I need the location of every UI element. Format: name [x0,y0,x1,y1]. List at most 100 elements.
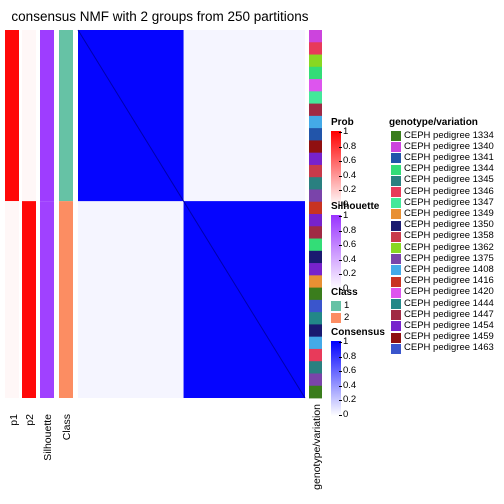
prob-legend-label: 0.8 [343,140,357,152]
silhouette-legend-tick [339,245,342,247]
genotype-strip-cell [309,42,322,55]
prob-legend-tick [339,205,342,206]
class-legend-swatch [331,313,341,323]
genotype-strip-cell [309,79,322,92]
genotype-strip-cell [309,324,322,338]
genotype-legend-swatch [391,231,401,242]
genotype-legend-swatch [391,287,401,298]
consensus-legend-gradient [331,341,341,416]
silhouette-group2-cell [40,201,54,398]
class-legend-label: 1 [344,300,350,311]
silhouette-legend-label: 0.2 [343,268,357,280]
genotype-strip-cell [309,312,322,325]
silhouette-legend-tick [339,259,342,261]
genotype-legend-label: CEPH pedigree 1358 [404,230,494,242]
silhouette-legend-title: Silhouette [331,201,380,212]
silhouette-legend-label: 0.6 [343,239,357,251]
genotype-strip-cell [309,348,322,362]
prob-legend-label: 0.6 [343,155,357,167]
class-legend-swatch [331,301,341,311]
consensus-legend-tick [339,385,342,387]
genotype-strip-cell [309,189,322,203]
genotype-legend-label: CEPH pedigree 1444 [404,297,494,309]
genotype-legend-label: CEPH pedigree 1375 [404,252,494,264]
silhouette-legend-gradient [331,215,341,290]
genotype-legend-swatch [391,332,401,343]
genotype-legend-label: CEPH pedigree 1416 [404,275,494,287]
prob-legend-tick [339,146,342,148]
genotype-strip-cell [309,373,322,387]
genotype-legend-swatch [391,276,401,287]
consensus-legend-tick [339,342,342,343]
prob-legend-tick [339,132,342,133]
genotype-strip-cell [309,30,322,43]
column-label-p1: p1 [8,414,20,426]
column-label-silhouette: Silhouette [42,414,54,461]
p2-group1-cell [22,30,36,202]
consensus-legend-tick [339,400,342,402]
genotype-legend-title: genotype/variation [389,117,478,128]
class-legend-title: Class [331,287,358,298]
genotype-strip-cell [309,164,322,178]
prob-legend-tick [339,161,342,163]
genotype-legend-swatch [391,243,401,253]
prob-legend-gradient [331,131,341,206]
genotype-legend-swatch [391,321,401,332]
genotype-strip-cell [309,299,322,313]
genotype-strip-cell [309,66,322,80]
consensus-legend-label: 0 [343,409,349,420]
prob-legend-tick [339,175,342,177]
genotype-strip-cell [309,91,322,104]
genotype-legend-swatch [391,187,401,197]
genotype-strip-cell [309,287,322,301]
consensus-legend-label: 0.6 [343,365,357,377]
genotype-legend-label: CEPH pedigree 1447 [404,308,494,320]
genotype-legend-swatch [391,198,401,209]
consensus-legend-tick [339,371,342,373]
genotype-legend-swatch [391,299,401,309]
genotype-legend-swatch [391,343,401,354]
consensus-legend-label: 0.4 [343,379,357,391]
silhouette-legend-tick [339,216,342,217]
prob-legend-label: 1 [343,126,349,137]
genotype-strip-cell [309,214,322,227]
chart-title: consensus NMF with 2 groups from 250 par… [11,9,309,24]
genotype-strip-cell [309,226,322,239]
genotype-strip-cell [309,128,322,141]
genotype-legend-swatch [391,131,401,141]
consensus-legend-label: 0.2 [343,394,357,406]
genotype-legend-label: CEPH pedigree 1349 [404,207,494,219]
p2-group2-cell [22,201,36,398]
consensus-legend-label: 0.8 [343,350,357,362]
genotype-legend-swatch [391,175,401,186]
p1-group1-cell [5,30,19,202]
genotype-legend-label: CEPH pedigree 1346 [404,185,494,197]
genotype-strip-cell [309,177,322,190]
genotype-strip-cell [309,201,322,215]
genotype-strip-cell [309,385,322,399]
class-group2-cell [59,201,73,398]
genotype-strip-cell [309,103,322,117]
silhouette-legend-label: 0.4 [343,253,357,265]
genotype-legend-label: CEPH pedigree 1344 [404,163,494,175]
genotype-legend-swatch [391,310,401,321]
genotype-legend-label: CEPH pedigree 1459 [404,331,494,343]
prob-legend-label: 0 [343,199,349,210]
prob-legend-label: 0.2 [343,184,357,196]
consensus-legend-tick [339,415,342,416]
genotype-legend-label: CEPH pedigree 1341 [404,151,494,163]
genotype-strip-cell [309,152,322,166]
consensus-diagonal [77,29,306,399]
prob-legend-title: Prob [331,117,354,128]
genotype-legend-swatch [391,209,401,220]
silhouette-legend-tick [339,230,342,232]
silhouette-group1-cell [40,30,54,202]
genotype-legend-swatch [391,164,401,175]
genotype-legend-label: CEPH pedigree 1408 [404,263,494,275]
genotype-legend-label: CEPH pedigree 1347 [404,196,494,208]
class-legend-label: 2 [344,312,350,323]
genotype-legend-label: CEPH pedigree 1454 [404,319,494,331]
genotype-legend-label: CEPH pedigree 1463 [404,342,494,354]
silhouette-legend-label: 0.8 [343,224,357,236]
